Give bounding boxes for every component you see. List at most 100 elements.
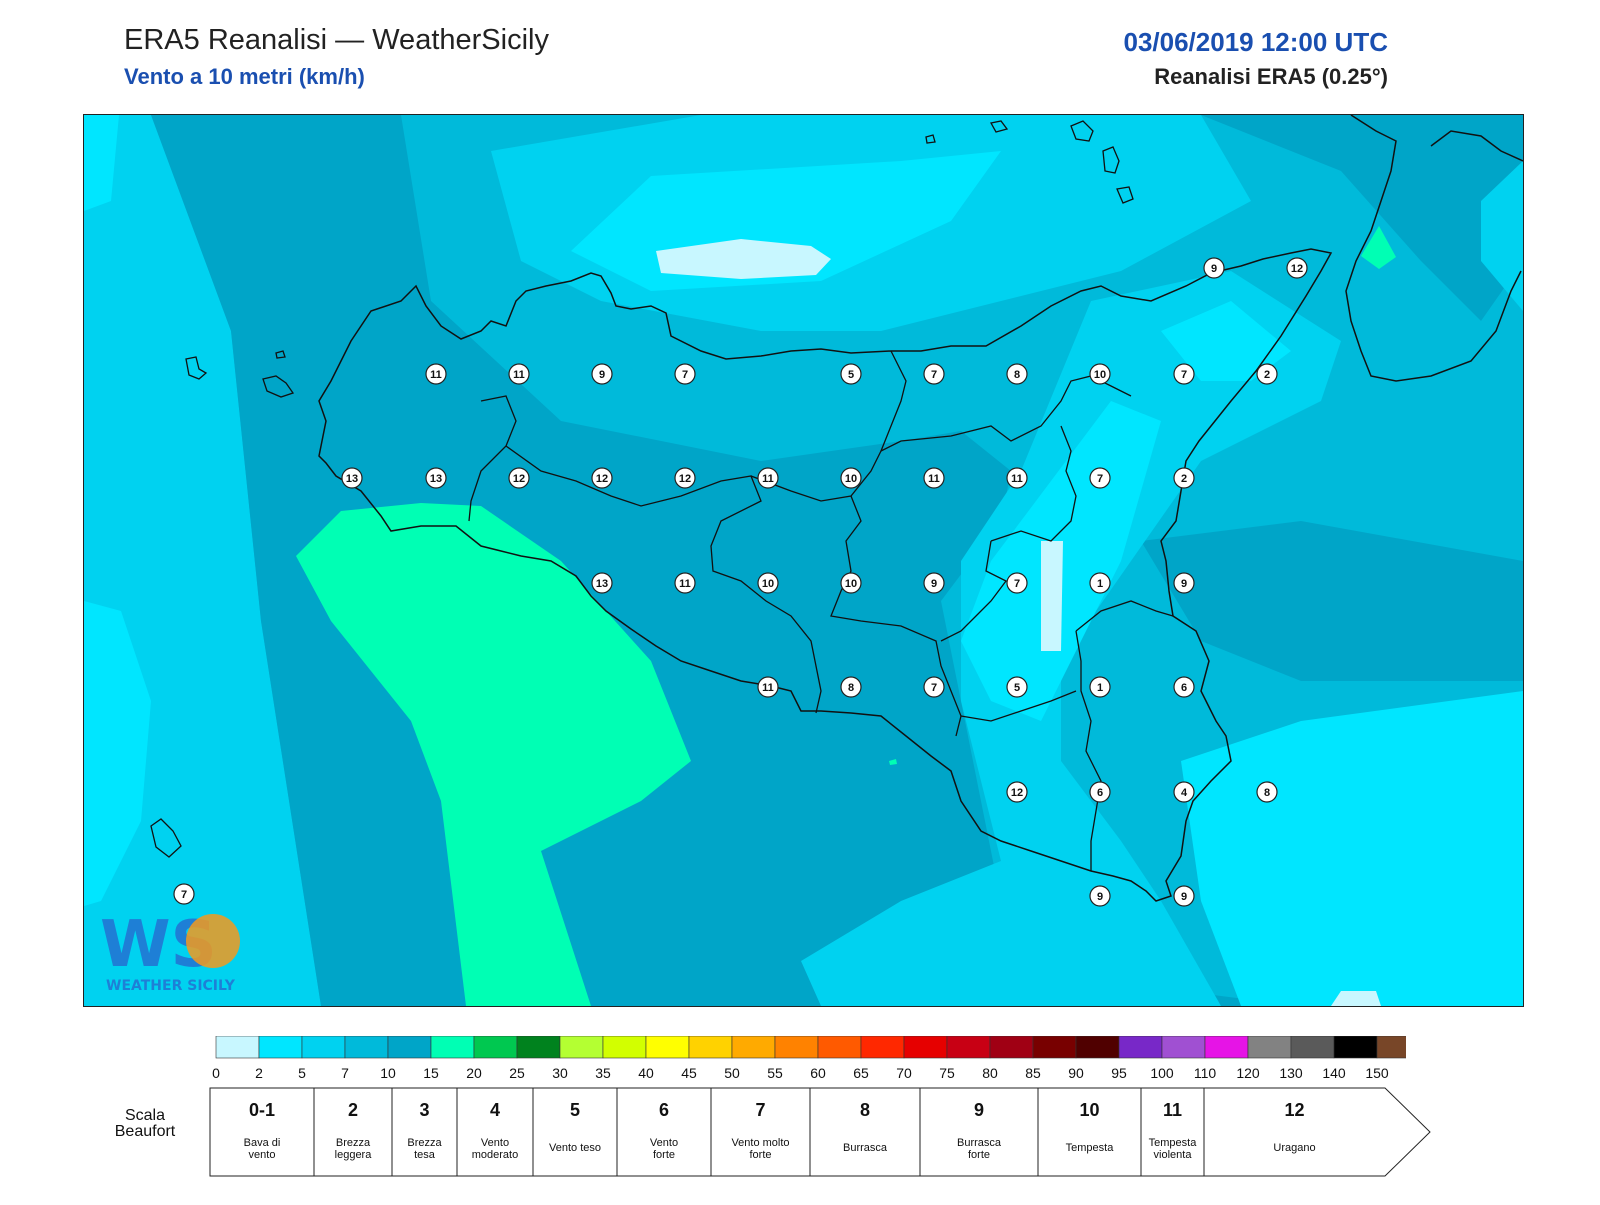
beaufort-number: 9 (974, 1100, 984, 1120)
beaufort-cell-box (1140, 1087, 1205, 1177)
station-marker: 9 (1173, 572, 1195, 594)
island-filicudi (989, 120, 1009, 133)
station-circle (757, 467, 779, 489)
colorbar-tick-label: 50 (724, 1065, 740, 1081)
beaufort-desc-line1: Vento (481, 1137, 509, 1149)
colorbar-cell (645, 1035, 690, 1059)
station-value: 12 (596, 473, 608, 485)
colorbar-tick-label: 80 (982, 1065, 998, 1081)
field-15-20-ionian (1141, 521, 1523, 681)
station-marker: 9 (1203, 257, 1225, 279)
station-marker: 12 (674, 467, 696, 489)
station-value: 11 (430, 369, 442, 381)
colorbar-tick-label: 70 (896, 1065, 912, 1081)
station-marker: 7 (1006, 572, 1028, 594)
station-circle (508, 363, 530, 385)
station-marker: 8 (1006, 363, 1028, 385)
station-value: 1 (1097, 578, 1103, 590)
station-value: 5 (1014, 682, 1020, 694)
colorbar-tick-label: 120 (1236, 1065, 1260, 1081)
colorbar-tick-label: 7 (341, 1065, 349, 1081)
beaufort-desc-line1: Vento molto (731, 1137, 789, 1149)
station-circle (840, 467, 862, 489)
beaufort-label-line2: Beaufort (115, 1123, 176, 1140)
colorbar-tick-label: 150 (1365, 1065, 1389, 1081)
station-value: 11 (1011, 473, 1023, 485)
island-lipari (1102, 146, 1120, 174)
station-circle (1173, 676, 1195, 698)
station-value: 12 (1011, 787, 1023, 799)
beaufort-number: 3 (419, 1100, 429, 1120)
colorbar-ticks: 0 2 5 7 10 15 20 25 30 35 40 45 50 55 60 65 70 75 80 85 90 95… (212, 1065, 1432, 1081)
station-circle (341, 467, 363, 489)
colorbar-tick-label: 20 (466, 1065, 482, 1081)
colorbar-cell (860, 1035, 905, 1059)
station-marker: 9 (923, 572, 945, 594)
station-circle (923, 676, 945, 698)
colorbar-cell (946, 1035, 991, 1059)
station-circle (425, 363, 447, 385)
beaufort-scale: Scala Beaufort 0-1 Bava di vento 2 Brezza leg… (0, 1080, 1600, 1200)
beaufort-number: 7 (755, 1100, 765, 1120)
station-circle (1006, 467, 1028, 489)
station-marker: 9 (591, 363, 613, 385)
station-marker: 13 (425, 467, 447, 489)
field-20-25-strait (1361, 226, 1396, 269)
station-value: 8 (848, 682, 854, 694)
colorbar-cell (344, 1035, 389, 1059)
beaufort-number: 11 (1163, 1100, 1182, 1120)
station-value: 9 (1097, 891, 1103, 903)
station-value: 6 (1097, 787, 1103, 799)
station-circle (1256, 363, 1278, 385)
colorbar-cell (817, 1035, 862, 1059)
beaufort-cell: 12 Uragano (1203, 1087, 1431, 1177)
station-circle (674, 467, 696, 489)
station-circle (1089, 363, 1111, 385)
island-favignana (262, 375, 295, 398)
beaufort-cell: 10 Tempesta (1037, 1087, 1142, 1177)
station-circle (923, 572, 945, 594)
beaufort-number: 6 (659, 1100, 669, 1120)
field-20-25-speck (889, 759, 897, 765)
station-value: 7 (1181, 369, 1187, 381)
colorbar-tick-label: 60 (810, 1065, 826, 1081)
station-value: 2 (1181, 473, 1187, 485)
beaufort-number: 2 (348, 1100, 358, 1120)
colorbar-tick-label: 45 (681, 1065, 697, 1081)
colorbar-cell (1247, 1035, 1292, 1059)
station-circle (1089, 676, 1111, 698)
colorbar-tick-label: 140 (1322, 1065, 1346, 1081)
map-title: ERA5 Reanalisi — WeatherSicily (124, 24, 549, 56)
station-marker: 7 (923, 363, 945, 385)
colorbar-cell (258, 1035, 303, 1059)
colorbar-cell (1290, 1035, 1335, 1059)
field-7-10-calabria (1481, 161, 1523, 311)
station-circle (591, 572, 613, 594)
beaufort-desc-line2: vento (249, 1149, 276, 1161)
station-value: 11 (762, 682, 774, 694)
beaufort-desc-line2: tesa (414, 1149, 436, 1161)
station-marker: 6 (1173, 676, 1195, 698)
station-value: 12 (1291, 263, 1303, 275)
colorbar-cell (430, 1035, 475, 1059)
colorbar-tick-label: 85 (1025, 1065, 1041, 1081)
beaufort-desc-line1: Bava di (244, 1137, 281, 1149)
colorbar-cell (215, 1035, 260, 1059)
field-15-20-ne (1201, 115, 1523, 321)
station-circle (757, 676, 779, 698)
beaufort-desc-line1: Brezza (407, 1137, 442, 1149)
station-marker: 5 (840, 363, 862, 385)
colorbar-cell (1118, 1035, 1163, 1059)
beaufort-cell-box (919, 1087, 1039, 1177)
beaufort-cell-box (710, 1087, 811, 1177)
station-circle (1089, 781, 1111, 803)
calabria-coastline (1345, 115, 1522, 382)
beaufort-cell-arrow (1203, 1087, 1431, 1177)
colorbar-cell (559, 1035, 604, 1059)
station-marker: 5 (1006, 676, 1028, 698)
